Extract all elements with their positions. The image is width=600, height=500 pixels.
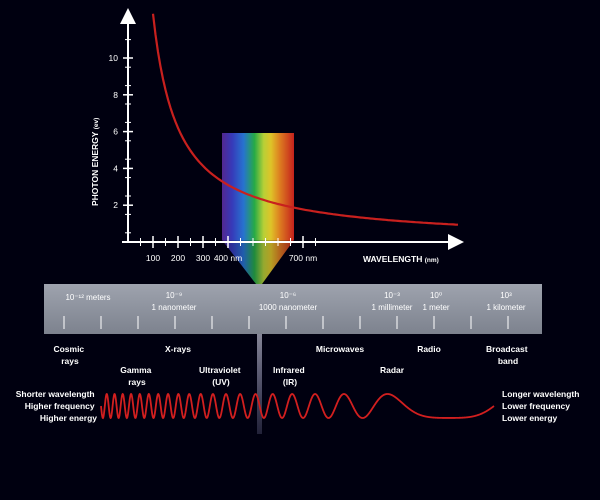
category-infrared: Infrared (IR) <box>273 365 307 387</box>
y-tick-label: 8 <box>113 90 118 100</box>
chirp-wave <box>100 392 495 420</box>
y-axis-label: PHOTON ENERGY (ev) <box>90 118 100 206</box>
wave-right-notes: Longer wavelength Lower frequency Lower … <box>502 389 582 423</box>
category-gamma-rays: Gamma rays <box>120 365 154 387</box>
scale-exp-label: 10⁻³ <box>384 291 400 300</box>
light-beam <box>257 284 262 434</box>
scale-tick-marks <box>63 316 509 329</box>
scale-name-label: 1 millimeter <box>372 303 413 312</box>
category-microwaves: Microwaves <box>316 344 364 354</box>
category-broadcast-band: Broadcast band <box>486 344 530 366</box>
scale-exp-label: 10⁻¹² meters <box>65 293 110 302</box>
category-radar: Radar <box>380 365 405 375</box>
scale-exp-label: 10⁻⁶ <box>280 291 296 300</box>
photon-energy-curve <box>151 13 459 226</box>
scale-exp-label: 10⁰ <box>430 291 442 300</box>
x-axis-label: WAVELENGTH (nm) <box>363 254 439 264</box>
scale-name-label: 1 meter <box>422 303 449 312</box>
x-tick-label: 700 nm <box>289 253 317 263</box>
wavelength-scale-band <box>44 284 542 334</box>
x-tick-label: 400 nm <box>214 253 242 263</box>
scale-labels: 10⁻¹² meters 10⁻⁹ 1 nanometer 10⁻⁶ 1000 … <box>65 291 525 312</box>
x-tick-label: 200 <box>171 253 185 263</box>
y-tick-label: 4 <box>113 163 118 173</box>
y-tick-label: 6 <box>113 127 118 137</box>
category-x-rays: X-rays <box>165 344 191 354</box>
scale-name-label: 1 kilometer <box>486 303 525 312</box>
scale-name-label: 1 nanometer <box>152 303 197 312</box>
visible-spectrum <box>222 133 294 284</box>
y-tick-label: 2 <box>113 200 118 210</box>
x-tick-marks: 100 200 300 400 nm 700 nm <box>140 236 317 263</box>
category-ultraviolet: Ultraviolet (UV) <box>199 365 243 387</box>
scale-exp-label: 10³ <box>500 291 512 300</box>
y-tick-label: 10 <box>109 53 119 63</box>
category-radio: Radio <box>417 344 441 354</box>
x-tick-label: 300 <box>196 253 210 263</box>
y-tick-marks: 2 4 6 8 10 <box>109 39 133 234</box>
radiation-categories: Cosmic rays X-rays Gamma rays Ultraviole… <box>53 344 530 387</box>
scale-exp-label: 10⁻⁹ <box>166 291 183 300</box>
scale-name-label: 1000 nanometer <box>259 303 318 312</box>
wave-left-notes: Shorter wavelength Higher frequency High… <box>16 389 98 423</box>
category-cosmic-rays: Cosmic rays <box>53 344 86 366</box>
x-tick-label: 100 <box>146 253 160 263</box>
